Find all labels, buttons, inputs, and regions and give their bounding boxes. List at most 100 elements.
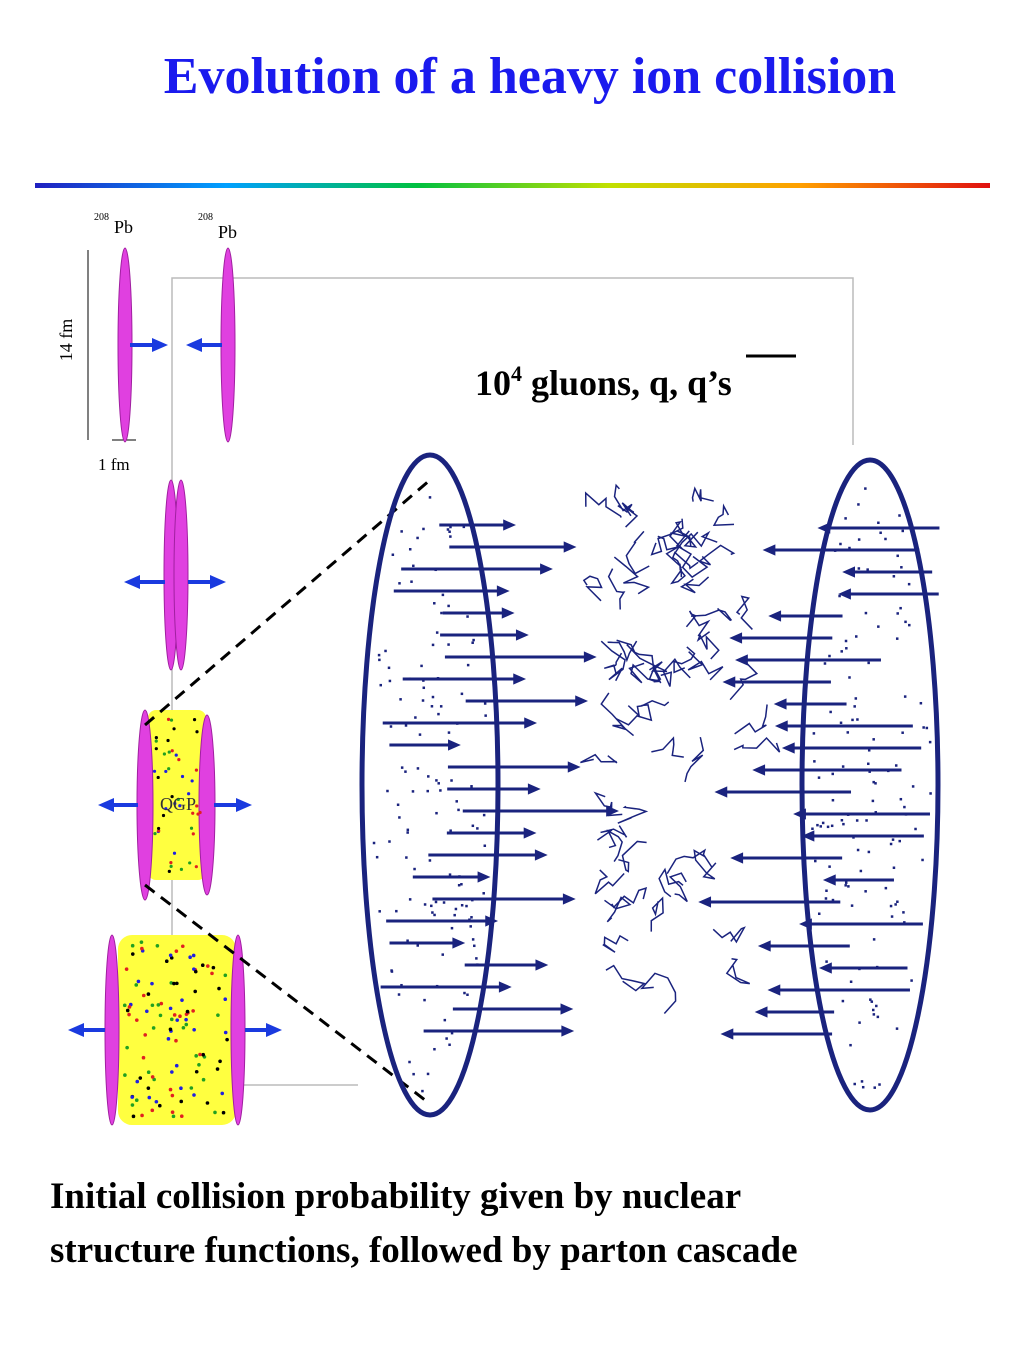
cascade-branch bbox=[651, 736, 684, 758]
parton bbox=[457, 808, 460, 812]
parton bbox=[819, 825, 823, 828]
parton bbox=[408, 548, 412, 551]
arrow-head bbox=[773, 698, 787, 710]
parton bbox=[437, 712, 440, 716]
cascade-branch bbox=[691, 486, 714, 502]
parton bbox=[445, 1037, 448, 1040]
parton bbox=[375, 855, 379, 859]
parton bbox=[884, 537, 887, 541]
particle bbox=[189, 1086, 194, 1090]
parton bbox=[889, 904, 893, 908]
parton bbox=[435, 779, 438, 782]
cascade-branch bbox=[670, 563, 686, 585]
arrow-head bbox=[540, 563, 553, 575]
parton bbox=[431, 911, 434, 914]
parton bbox=[824, 897, 828, 900]
parton bbox=[910, 979, 913, 982]
cascade-branch bbox=[684, 736, 705, 783]
parton bbox=[855, 819, 859, 822]
parton bbox=[418, 733, 422, 736]
nucleus bbox=[117, 247, 133, 443]
particle bbox=[146, 992, 151, 996]
cascade-branch bbox=[593, 791, 623, 817]
parton bbox=[471, 641, 474, 644]
nucleus-outline bbox=[799, 457, 941, 1113]
arrow-head bbox=[236, 798, 252, 812]
arrow-head bbox=[452, 937, 466, 949]
particle bbox=[122, 1003, 127, 1008]
parton bbox=[899, 606, 902, 610]
particle bbox=[173, 801, 177, 806]
parton bbox=[900, 566, 903, 569]
particle bbox=[194, 1069, 199, 1074]
particle bbox=[138, 1076, 143, 1080]
slide-title: Evolution of a heavy ion collision bbox=[164, 48, 897, 105]
particle bbox=[131, 1114, 136, 1119]
particle bbox=[134, 1098, 139, 1103]
nucleus bbox=[220, 247, 236, 443]
parton bbox=[396, 803, 400, 807]
parton bbox=[463, 991, 466, 995]
particle bbox=[179, 1086, 183, 1091]
particle bbox=[130, 1095, 134, 1099]
divider bbox=[35, 183, 990, 188]
particle bbox=[167, 750, 171, 754]
parton bbox=[439, 705, 443, 708]
particle bbox=[190, 779, 194, 783]
particle bbox=[146, 1086, 151, 1090]
particle bbox=[211, 965, 216, 970]
parton bbox=[386, 789, 389, 793]
arrow-head bbox=[523, 827, 537, 839]
parton bbox=[471, 938, 475, 941]
parton bbox=[825, 960, 828, 963]
parton bbox=[817, 776, 821, 779]
particle bbox=[170, 1093, 175, 1098]
plasma bbox=[148, 710, 206, 880]
arrow-head bbox=[822, 874, 836, 886]
parton bbox=[430, 904, 433, 908]
arrow-head bbox=[210, 575, 226, 589]
annotation-exponent: 4 bbox=[511, 361, 522, 386]
particle bbox=[168, 1027, 173, 1032]
cascade-branch bbox=[600, 692, 635, 737]
parton bbox=[406, 828, 410, 832]
parton bbox=[433, 913, 436, 917]
parton bbox=[423, 998, 426, 1002]
parton bbox=[894, 764, 898, 767]
parton bbox=[844, 639, 848, 643]
parton bbox=[844, 881, 848, 884]
parton bbox=[416, 944, 419, 947]
parton bbox=[814, 859, 817, 863]
parton bbox=[896, 554, 899, 558]
parton bbox=[813, 760, 816, 763]
arrow-head bbox=[817, 522, 831, 534]
particle bbox=[135, 1018, 139, 1022]
particle bbox=[125, 1045, 129, 1050]
arrow-head bbox=[842, 566, 856, 578]
particle bbox=[152, 769, 157, 773]
parton bbox=[450, 926, 454, 930]
arrow-head bbox=[524, 717, 538, 729]
parton bbox=[428, 859, 432, 862]
parton bbox=[850, 904, 854, 907]
parton bbox=[426, 789, 429, 793]
parton bbox=[437, 782, 440, 785]
parton bbox=[410, 580, 413, 583]
particle bbox=[150, 1075, 155, 1079]
cascade-branch bbox=[660, 657, 691, 687]
parton bbox=[878, 1083, 881, 1086]
cascade-branch bbox=[712, 926, 746, 944]
parton bbox=[903, 805, 906, 809]
parton bbox=[441, 953, 444, 956]
parton bbox=[416, 767, 420, 770]
parton bbox=[857, 503, 860, 506]
particle bbox=[172, 727, 176, 731]
annotation-qbar: q bbox=[687, 363, 707, 403]
particle bbox=[200, 963, 205, 968]
particle bbox=[191, 832, 195, 836]
parton bbox=[433, 602, 436, 605]
cascade-branch bbox=[611, 887, 648, 909]
parton bbox=[841, 999, 845, 1003]
parton bbox=[903, 695, 907, 698]
parton bbox=[447, 643, 450, 646]
